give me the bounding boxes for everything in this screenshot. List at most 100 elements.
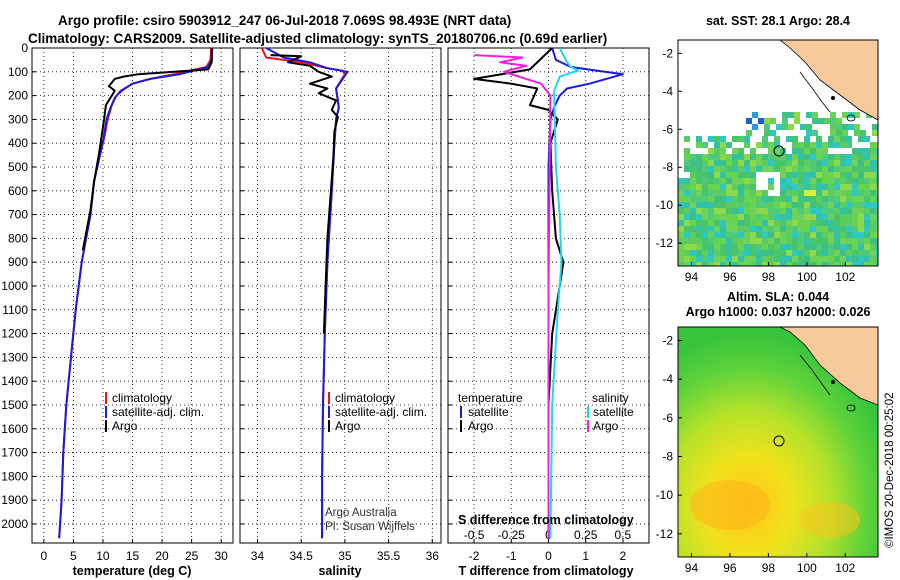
sst-cell [690, 256, 696, 262]
sst-cell [768, 148, 774, 154]
sst-cell [744, 256, 750, 262]
sst-cell [840, 208, 846, 214]
sst-cell [762, 142, 768, 148]
sst-cell [768, 142, 774, 148]
legend-climatology: climatology [335, 391, 395, 405]
sst-cell [834, 160, 840, 166]
sst-cell [690, 202, 696, 208]
sst-cell [762, 208, 768, 214]
sst-cell [690, 232, 696, 238]
sst-cell [782, 112, 788, 118]
sst-cell [738, 196, 744, 202]
sst-cell [872, 124, 878, 130]
sst-cell [732, 166, 738, 172]
sst-cell [840, 166, 846, 172]
sst-cell [846, 238, 852, 244]
y-tick-label: 500 [8, 160, 28, 174]
sst-cell [720, 178, 726, 184]
sst-cell [822, 184, 828, 190]
sst-cell [836, 118, 842, 124]
sst-cell [840, 184, 846, 190]
sst-cell [744, 172, 750, 178]
sst-cell [738, 172, 744, 178]
sst-map-frame [677, 39, 879, 267]
sst-cell [696, 166, 702, 172]
sst-cell [774, 142, 780, 148]
sst-cell [744, 244, 750, 250]
sst-cell [816, 232, 822, 238]
map-x-tick-label: 98 [762, 270, 776, 284]
sst-cell [852, 226, 858, 232]
sst-cell [726, 226, 732, 232]
sst-cell [876, 232, 878, 238]
sst-cell [756, 220, 762, 226]
sst-cell [864, 262, 870, 266]
sst-cell [780, 178, 786, 184]
sst-cell [810, 202, 816, 208]
sst-cell [738, 232, 744, 238]
sst-cell [756, 166, 762, 172]
map-y-tick-label: -4 [662, 84, 673, 98]
sst-cell [810, 166, 816, 172]
sst-cell [830, 124, 836, 130]
sst-cell [852, 238, 858, 244]
sst-cell [702, 220, 708, 226]
sst-cell [744, 232, 750, 238]
sst-cell [806, 112, 812, 118]
sst-cell [714, 256, 720, 262]
sst-cell [828, 244, 834, 250]
sst-cell [816, 142, 822, 148]
sst-cell [804, 256, 810, 262]
sst-cell [834, 136, 840, 142]
sst-cell [876, 154, 878, 160]
sst-cell [768, 184, 774, 190]
sst-cell [732, 136, 738, 142]
sst-cell [780, 232, 786, 238]
sst-cell [870, 232, 876, 238]
sst-cell [690, 172, 696, 178]
sst-cell [834, 250, 840, 256]
sst-cell [822, 142, 828, 148]
sst-cell [768, 226, 774, 232]
sst-cell [786, 136, 792, 142]
sst-cell [860, 130, 866, 136]
sst-cell [876, 244, 878, 250]
sst-cell [714, 250, 720, 256]
x-tick-label: 36 [426, 549, 440, 563]
sst-cell [738, 250, 744, 256]
sst-cell [720, 142, 726, 148]
sst-cell [726, 160, 732, 166]
legend-sal-argo: Argo [593, 419, 619, 433]
sst-cell [786, 208, 792, 214]
sst-cell [876, 160, 878, 166]
sst-cell [702, 226, 708, 232]
sst-cell [788, 124, 794, 130]
sst-cell [836, 130, 842, 136]
sst-cell [678, 232, 684, 238]
sst-cell [696, 208, 702, 214]
sst-cell [852, 256, 858, 262]
sst-cell [702, 172, 708, 178]
sla-map-title-2: Argo h1000: 0.037 h2000: 0.026 [686, 305, 871, 319]
legend-swatch-climatology [105, 392, 107, 404]
sst-cell [858, 208, 864, 214]
difference-series [473, 48, 624, 539]
sst-cell [732, 220, 738, 226]
legend-argo: Argo [335, 419, 361, 433]
sst-cell [846, 250, 852, 256]
sst-cell [852, 262, 858, 266]
sst-cell [702, 250, 708, 256]
sst-cell [786, 184, 792, 190]
sst-cell [744, 238, 750, 244]
sst-cell [810, 220, 816, 226]
sst-cell [768, 214, 774, 220]
sst-cell [792, 226, 798, 232]
sst-cell [786, 220, 792, 226]
sst-cell [804, 226, 810, 232]
sst-cell [810, 232, 816, 238]
sst-cell [858, 178, 864, 184]
sst-cell [858, 166, 864, 172]
sst-cell [720, 208, 726, 214]
imos-credit: ©IMOS 20-Dec-2018 00:25:02 [884, 392, 896, 548]
sst-cell [792, 142, 798, 148]
